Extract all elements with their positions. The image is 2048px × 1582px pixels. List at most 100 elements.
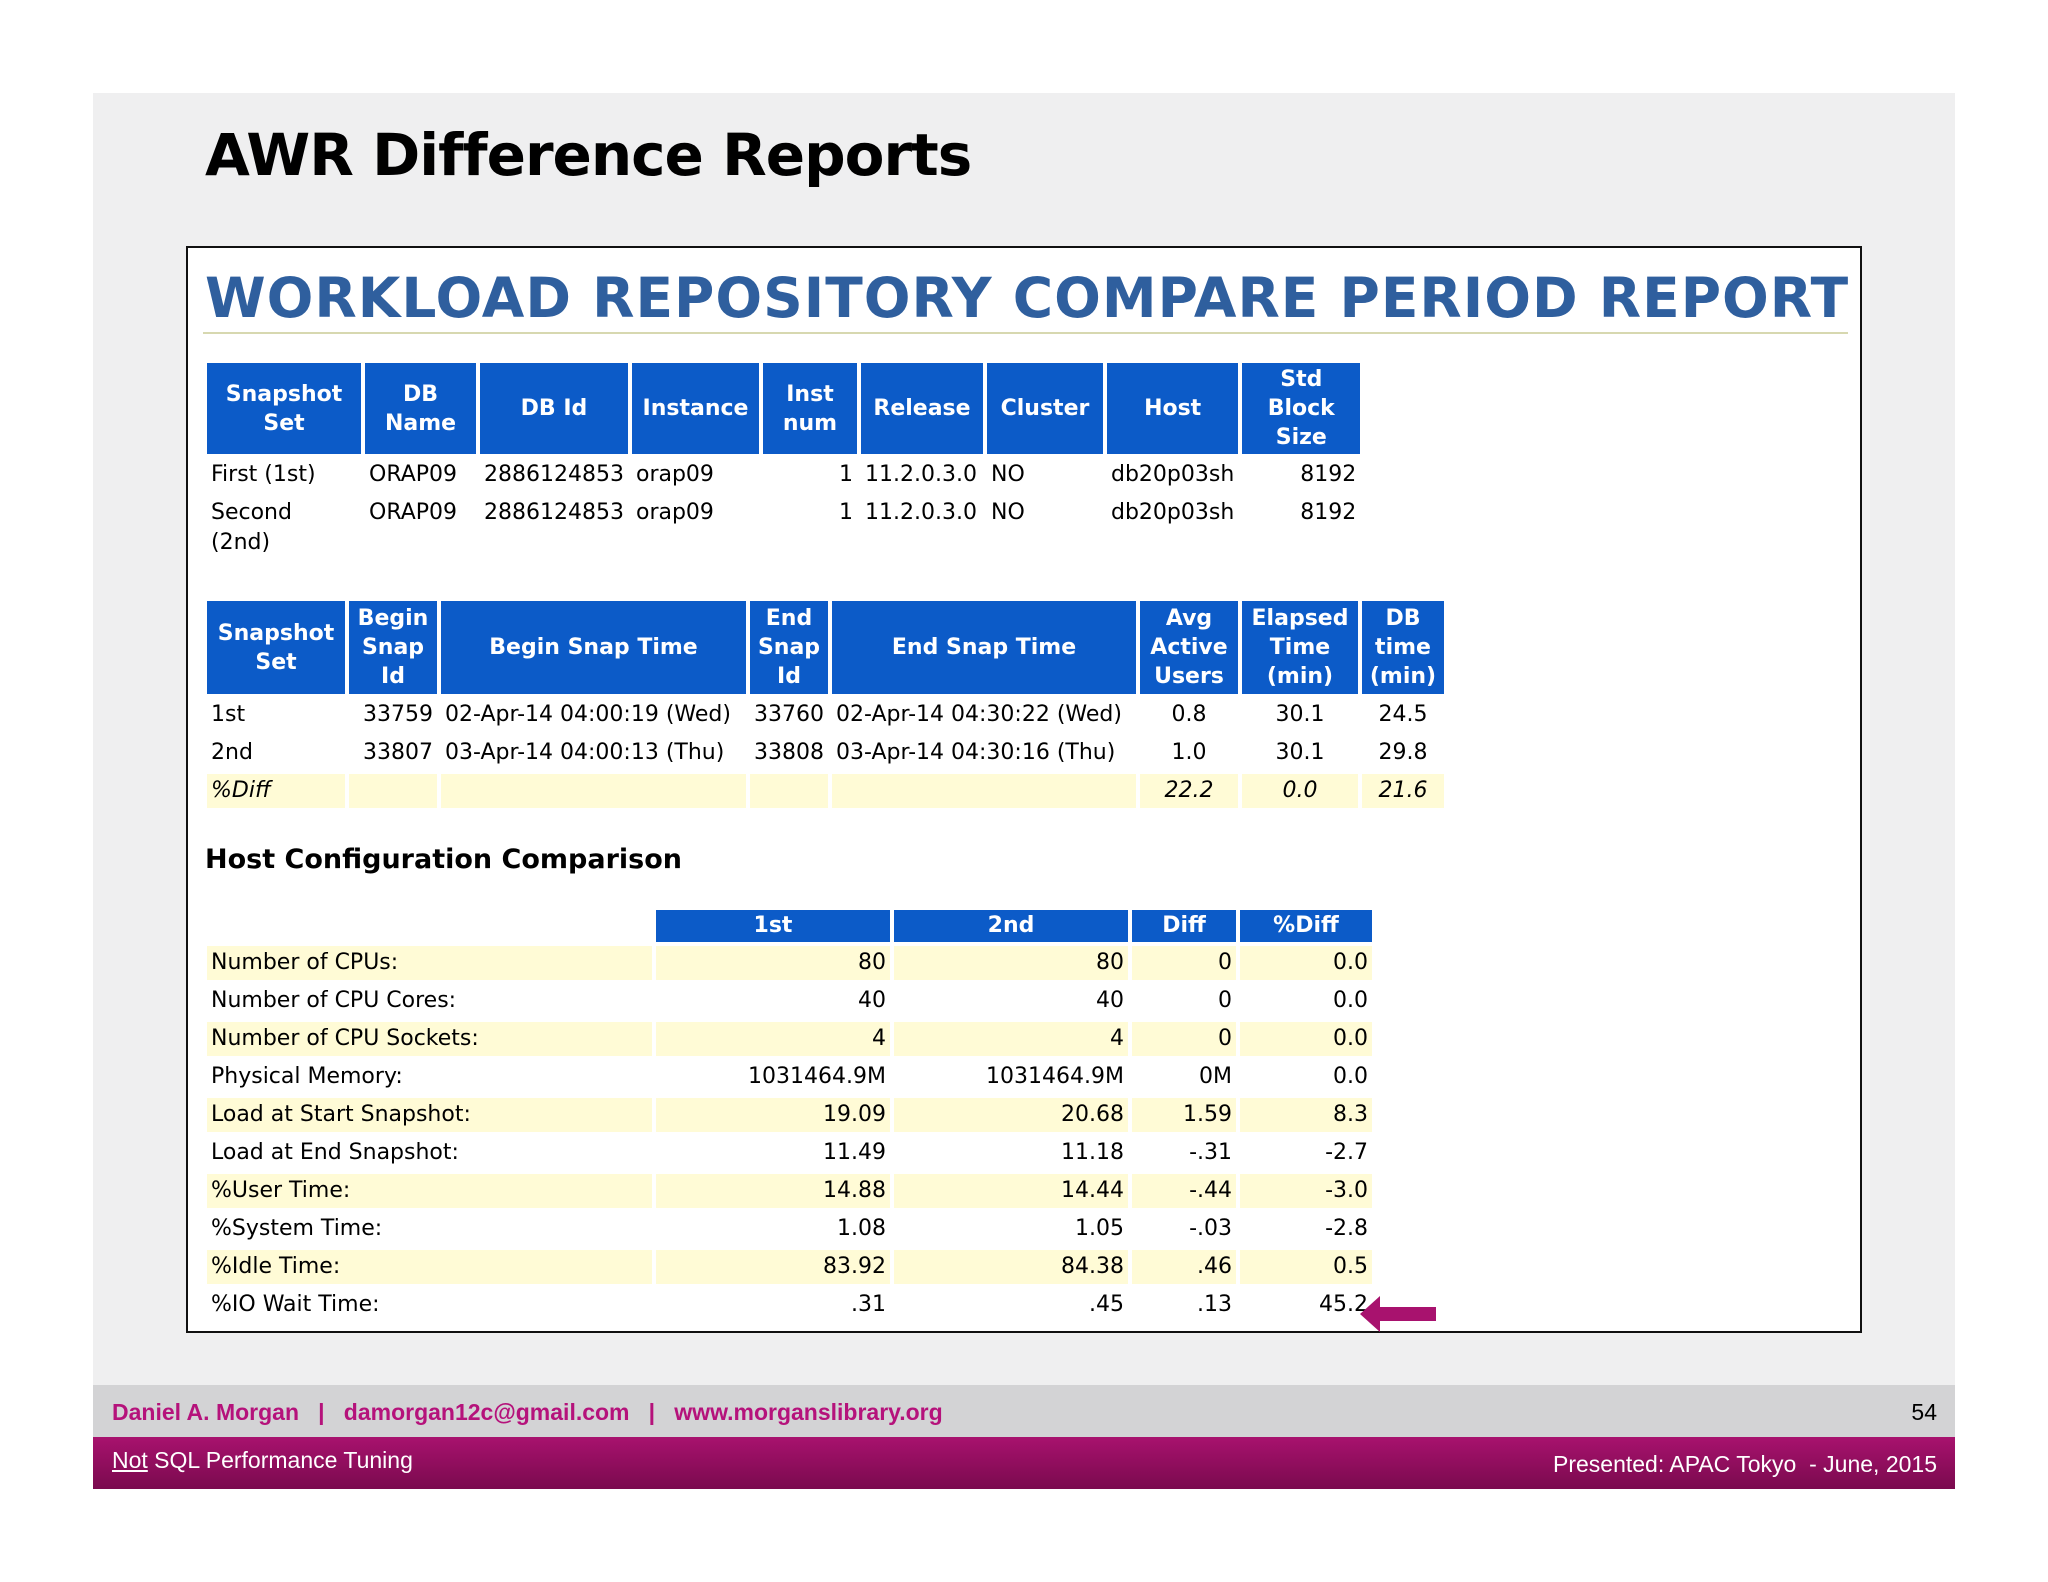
table-cell: 2886124853 [484,462,624,487]
table-cell: 29.8 [1378,740,1428,765]
table-cell: 19.09 [656,1098,890,1132]
table-header-row: 1st 2nd Diff %Diff [207,910,1372,942]
left-arrow-icon [1360,1294,1436,1339]
page-number: 54 [1911,1399,1937,1425]
table-cell: ORAP09 [369,462,458,487]
table-cell: %Diff [207,774,345,808]
report-title: WORKLOAD REPOSITORY COMPARE PERIOD REPOR… [205,266,1850,330]
column-header: %Diff [1240,910,1372,942]
table-cell: 1031464.9M [986,1064,1124,1089]
table-cell: db20p03sh [1110,500,1235,525]
table-row: Number of CPUs: 80 80 0 0.0 [207,946,1372,980]
table-row: Number of CPU Cores: 40 40 0 0.0 [207,984,1372,1018]
table-cell: db20p03sh [1110,462,1235,487]
column-header: Std Block Size [1242,363,1361,454]
table-header-row: Snapshot Set Begin Snap Id Begin Snap Ti… [207,601,1444,694]
table-cell: Number of CPUs: [207,946,652,980]
column-header: Host [1106,363,1239,454]
table-cell: 21.6 [1362,774,1444,808]
table-cell: NO [990,462,1025,487]
table-row: Second (2nd) ORAP09 2886124853 orap09 1 … [207,496,1360,560]
footer-subtitle-rest: SQL Performance Tuning [147,1447,413,1473]
table-cell: 1 [838,500,853,525]
column-header: Cluster [986,363,1103,454]
table-cell: Number of CPU Sockets: [207,1022,652,1056]
table-cell: 2nd [211,740,253,765]
table-cell: 0.0 [1242,774,1358,808]
table-cell: .31 [851,1292,886,1317]
column-header: Snapshot Set [207,363,361,454]
table-cell: 11.18 [1061,1140,1124,1165]
table-cell: 02-Apr-14 04:30:22 (Wed) [836,702,1122,727]
table-cell: 0.0 [1333,988,1368,1013]
table-cell: 33759 [363,702,433,727]
table-cell: 1.08 [837,1216,886,1241]
footer-bar: Not SQL Performance Tuning Presented: AP… [93,1437,1955,1489]
table-header-row: Snapshot Set DB Name DB Id Instance Inst… [207,363,1361,454]
table-cell: NO [990,500,1025,525]
column-header [207,910,652,942]
table-cell: .13 [1197,1292,1232,1317]
column-header: DB Id [480,363,628,454]
table-cell: 30.1 [1275,702,1325,727]
table-cell: 2886124853 [484,500,624,525]
table-cell: 33808 [754,740,824,765]
table-cell: -3.0 [1240,1174,1372,1208]
table-cell: 1.0 [1171,740,1207,765]
table-cell: .46 [1132,1250,1236,1284]
table-cell: -2.7 [1325,1140,1368,1165]
table-cell [832,774,1136,808]
column-header: End Snap Id [750,601,828,694]
table-cell: %IO Wait Time: [211,1292,380,1317]
footer-presented: Presented: APAC Tokyo - June, 2015 [1553,1451,1937,1477]
table-cell: 84.38 [894,1250,1128,1284]
table-cell: 4 [656,1022,890,1056]
table-row: Load at Start Snapshot: 19.09 20.68 1.59… [207,1098,1372,1132]
table-row: First (1st) ORAP09 2886124853 orap09 1 1… [207,458,1360,492]
table-cell: -.31 [1189,1140,1232,1165]
column-header: Diff [1132,910,1236,942]
slide-title: AWR Difference Reports [205,121,972,189]
column-header: Snapshot Set [207,601,345,694]
table-row: Physical Memory: 1031464.9M 1031464.9M 0… [207,1060,1372,1094]
table-row: 2nd 33807 03-Apr-14 04:00:13 (Thu) 33808… [207,736,1444,770]
table-cell [349,774,437,808]
column-header: Elapsed Time (min) [1242,601,1358,694]
host-config-table: 1st 2nd Diff %Diff Number of CPUs: 80 80… [203,906,1376,1326]
table-cell: 11.2.0.3.0 [864,462,977,487]
table-cell [441,774,746,808]
table-cell: 14.44 [894,1174,1128,1208]
table-cell: 1.05 [1075,1216,1124,1241]
table-cell: 02-Apr-14 04:00:19 (Wed) [445,702,731,727]
title-divider [203,332,1848,334]
table-cell: %Idle Time: [207,1250,652,1284]
table-cell: 0 [1132,946,1236,980]
table-cell: orap09 [635,462,714,487]
table-cell: 22.2 [1140,774,1238,808]
table-cell: 8.3 [1240,1098,1372,1132]
table-cell: %User Time: [207,1174,652,1208]
column-header: Begin Snap Id [349,601,437,694]
table-cell: 33807 [363,740,433,765]
table-cell: 14.88 [656,1174,890,1208]
table-cell: 0.8 [1171,702,1207,727]
table-cell: 0.5 [1240,1250,1372,1284]
table-cell: 0 [1218,988,1232,1013]
column-header: Inst num [762,363,857,454]
table-cell: 83.92 [656,1250,890,1284]
table-cell: 0.0 [1333,1064,1368,1089]
table-cell: orap09 [635,500,714,525]
footer-not-word: Not [112,1447,148,1473]
table-cell: 8192 [1300,500,1357,525]
diff-row: %Diff 22.2 0.0 21.6 [207,774,1444,808]
table-cell: Physical Memory: [211,1064,403,1089]
table-cell: -.44 [1132,1174,1236,1208]
footer-subtitle: Not SQL Performance Tuning [112,1447,413,1474]
table-cell: Number of CPU Cores: [211,988,457,1013]
table-cell: Load at End Snapshot: [211,1140,459,1165]
table-cell: 40 [858,988,886,1013]
table-row: %User Time: 14.88 14.44 -.44 -3.0 [207,1174,1372,1208]
table-cell: ORAP09 [369,500,458,525]
table-cell: 03-Apr-14 04:30:16 (Thu) [836,740,1116,765]
table-cell: First (1st) [211,462,316,487]
